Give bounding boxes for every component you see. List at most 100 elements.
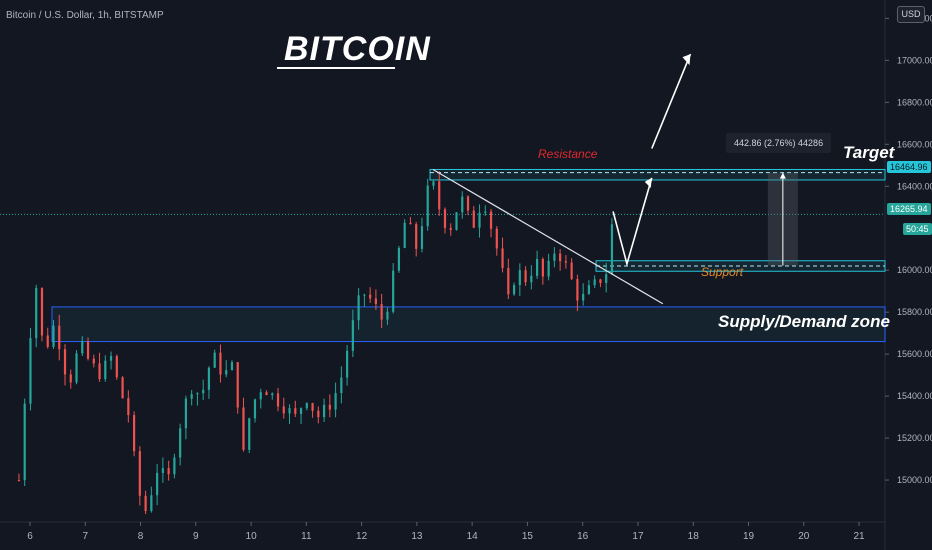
candle-body [230, 362, 234, 371]
target-label: Target [843, 143, 895, 162]
candle-body [576, 279, 579, 301]
candle-body [144, 495, 147, 512]
y-tick-label: 15200.00 [897, 433, 932, 443]
candle-body [75, 353, 78, 383]
candle-body [196, 393, 199, 395]
x-tick-label: 10 [246, 531, 258, 542]
x-tick-label: 8 [138, 531, 144, 542]
y-tick-label: 16000.00 [897, 265, 932, 275]
candle-body [236, 362, 239, 408]
candle-body [299, 408, 303, 414]
candle-body [167, 468, 170, 475]
x-tick-label: 7 [82, 531, 88, 542]
candle-body [138, 451, 141, 496]
x-tick-label: 6 [27, 531, 33, 542]
y-tick-label: 16800.00 [897, 97, 932, 107]
resistance-zone [429, 168, 886, 181]
x-tick-label: 18 [688, 531, 700, 542]
x-tick-label: 20 [798, 531, 810, 542]
candle-body [179, 428, 182, 458]
candle-body [530, 275, 533, 283]
x-tick-label: 11 [301, 531, 312, 542]
candle-body [184, 398, 188, 429]
candle-body [489, 211, 493, 229]
descending-trendline [432, 168, 664, 305]
candle-body [40, 288, 44, 336]
candle-body [346, 350, 349, 378]
candle-body [392, 270, 395, 312]
candle-body [213, 352, 216, 368]
candle-body [52, 325, 55, 347]
candle-body [156, 472, 159, 496]
candle-body [409, 222, 412, 225]
candle-body [23, 403, 26, 481]
candle-body [17, 480, 21, 482]
candle-body [58, 325, 61, 350]
candle-body [466, 196, 470, 211]
candle-body [374, 298, 377, 305]
candle-body [132, 415, 136, 452]
candle-body [605, 274, 608, 283]
candle-body [109, 356, 113, 361]
candle-body [46, 335, 49, 347]
candle-body [219, 352, 222, 375]
candle-body [86, 341, 90, 359]
x-tick-label: 9 [193, 531, 199, 542]
candle-body [271, 393, 274, 396]
candle-body [438, 181, 441, 210]
chart-title: BITCOIN [284, 30, 431, 68]
y-tick-label: 15000.00 [897, 475, 932, 485]
candle-body [253, 399, 257, 419]
candle-body [173, 457, 176, 475]
candle-body [449, 227, 452, 230]
candle-body [553, 253, 556, 261]
candle-body [265, 392, 268, 396]
candle-body [259, 392, 262, 400]
candle-body [541, 258, 544, 277]
candle-body [276, 393, 280, 407]
candle-body [478, 212, 481, 228]
candle-body [190, 394, 193, 399]
candle-body [501, 248, 504, 269]
candle-body [386, 311, 389, 320]
candle-body [547, 260, 550, 277]
candle-body [380, 304, 383, 320]
candle-body [599, 279, 602, 283]
target-arrow-line [651, 53, 692, 149]
currency-button[interactable]: USD [897, 6, 925, 23]
candle-body [282, 406, 285, 414]
candle-body [369, 294, 372, 299]
y-tick-label: 15400.00 [897, 391, 932, 401]
candle-body [328, 404, 331, 410]
candle-body [357, 295, 360, 321]
candle-body [610, 224, 614, 275]
x-tick-label: 17 [632, 531, 644, 542]
candle-body [518, 270, 521, 286]
candle-body [461, 196, 464, 213]
supply-demand-zone [51, 306, 886, 343]
candle-body [81, 341, 84, 354]
candle-body [559, 253, 562, 262]
measure-arrowhead [779, 172, 786, 179]
candle-body [161, 468, 164, 473]
candle-body [455, 212, 458, 230]
candle-body [582, 293, 585, 301]
support-label: Support [701, 265, 744, 279]
candle-body [121, 377, 124, 399]
y-tick-label: 15600.00 [897, 349, 932, 359]
candle-body [507, 268, 510, 295]
candle-body [294, 408, 297, 414]
candle-body [322, 404, 326, 418]
candle-body [98, 363, 101, 380]
y-tick-label: 17000.00 [897, 55, 932, 65]
y-tick-label: 16400.00 [897, 181, 932, 191]
measure-readout: 442.86 (2.76%) 44286 [726, 133, 832, 153]
candle-body [420, 226, 424, 249]
candle-body [202, 389, 205, 394]
last-price-tag: 16265.94 [887, 203, 931, 215]
candle-body [495, 228, 498, 249]
x-tick-label: 16 [577, 531, 589, 542]
candle-body [340, 377, 343, 394]
